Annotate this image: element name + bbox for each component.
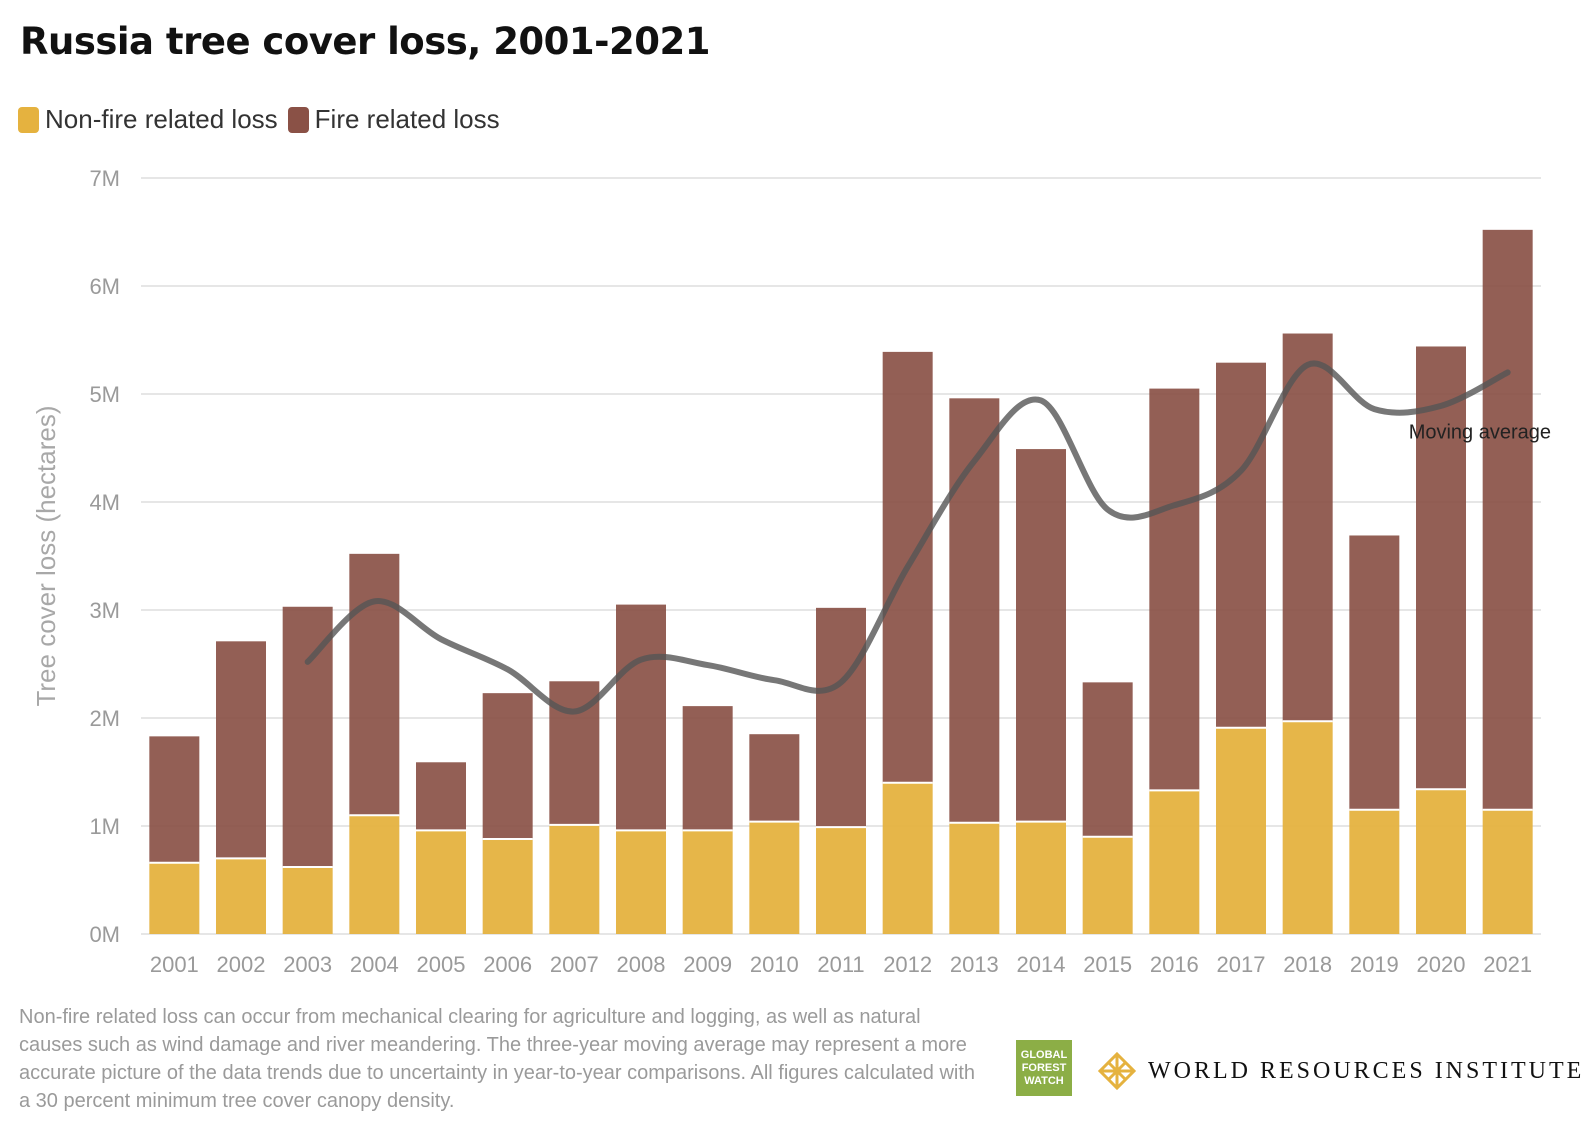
- moving-average-line: [304, 360, 1511, 715]
- legend-label-non-fire: Non-fire related loss: [45, 104, 278, 134]
- global-forest-watch-logo: GLOBAL FOREST WATCH: [1016, 1040, 1072, 1096]
- x-tick-label: 2007: [550, 952, 599, 977]
- bar-non-fire-2003: [282, 867, 333, 934]
- legend-item-fire: Fire related loss: [287, 104, 500, 135]
- wri-logo: WORLD RESOURCES INSTITUTE: [1098, 1052, 1584, 1090]
- bar-non-fire-2020: [1416, 789, 1466, 934]
- bar-fire-2004: [349, 553, 400, 816]
- y-tick-label: 7M: [89, 166, 120, 191]
- bar-non-fire-2016: [1149, 790, 1200, 934]
- bar-non-fire-2019: [1349, 809, 1400, 934]
- bar-non-fire-2008: [616, 830, 666, 934]
- x-tick-label: 2010: [750, 952, 799, 977]
- y-tick-label: 3M: [89, 598, 120, 623]
- x-tick-label: 2005: [417, 952, 466, 977]
- bar-fire-2005: [416, 762, 466, 831]
- gfw-logo-line-2: FOREST: [1021, 1061, 1067, 1074]
- x-tick-label: 2008: [617, 952, 666, 977]
- bar-non-fire-2015: [1082, 836, 1133, 934]
- legend-swatch-non-fire: [18, 106, 39, 133]
- y-tick-label: 6M: [89, 274, 120, 299]
- x-tick-label: 2011: [817, 952, 864, 977]
- bar-fire-2017: [1216, 362, 1266, 728]
- bar-non-fire-2005: [416, 830, 466, 934]
- legend-item-non-fire: Non-fire related loss: [18, 104, 278, 135]
- bar-non-fire-2002: [216, 858, 266, 934]
- wri-logo-text: WORLD RESOURCES INSTITUTE: [1148, 1057, 1585, 1084]
- x-tick-label: 2013: [950, 952, 999, 977]
- bar-non-fire-2011: [816, 827, 866, 934]
- bar-non-fire-2010: [749, 821, 800, 934]
- x-tick-label: 2001: [150, 952, 199, 977]
- gfw-logo-line-1: GLOBAL: [1020, 1048, 1068, 1061]
- bar-fire-2009: [682, 706, 733, 831]
- y-tick-label: 4M: [89, 490, 120, 515]
- bar-non-fire-2007: [549, 824, 600, 934]
- x-axis-ticks: 2001 2002 2003 2004 2005 2006 2007 2008 2009 2010…: [150, 952, 1532, 977]
- x-tick-label: 2002: [217, 952, 266, 977]
- bar-non-fire-2004: [349, 815, 400, 934]
- bar-non-fire-2006: [482, 838, 533, 934]
- bar-non-fire-2001: [149, 862, 200, 934]
- bar-fire-2001: [149, 736, 200, 863]
- legend: Non-fire related loss Fire related loss: [18, 104, 500, 135]
- bar-non-fire-2013: [949, 822, 1000, 934]
- bar-fire-2013: [949, 398, 1000, 823]
- y-axis-ticks: 0M 1M 2M 3M 4M 5M 6M 7M: [89, 166, 120, 947]
- bar-fire-2010: [749, 734, 800, 822]
- moving-average-label: Moving average: [1409, 421, 1551, 443]
- x-tick-label: 2012: [883, 952, 932, 977]
- bar-non-fire-2021: [1482, 809, 1533, 934]
- bars: [149, 229, 1533, 934]
- bar-fire-2011: [816, 607, 866, 828]
- bar-fire-2021: [1482, 229, 1533, 810]
- bar-non-fire-2014: [1016, 821, 1066, 934]
- x-tick-label: 2015: [1083, 952, 1132, 977]
- legend-swatch-fire: [287, 106, 309, 133]
- x-tick-label: 2006: [483, 952, 532, 977]
- x-tick-label: 2016: [1150, 952, 1199, 977]
- bar-fire-2015: [1082, 682, 1133, 837]
- bar-fire-2014: [1016, 449, 1066, 822]
- x-tick-label: 2020: [1417, 952, 1466, 977]
- x-tick-label: 2004: [350, 952, 399, 977]
- y-tick-label: 5M: [89, 382, 120, 407]
- y-tick-label: 0M: [89, 922, 120, 947]
- y-axis-label: Tree cover loss (hectares): [31, 405, 61, 706]
- bar-fire-2008: [616, 604, 666, 831]
- x-tick-label: 2017: [1217, 952, 1266, 977]
- diamond-lattice-icon: [1098, 1052, 1136, 1090]
- x-tick-label: 2018: [1283, 952, 1332, 977]
- bar-fire-2020: [1416, 346, 1466, 790]
- chart: 0M 1M 2M 3M 4M 5M 6M 7M Tree cover loss (hectar…: [31, 166, 1551, 977]
- x-tick-label: 2019: [1350, 952, 1399, 977]
- bar-non-fire-2017: [1216, 727, 1266, 934]
- x-tick-label: 2009: [683, 952, 732, 977]
- bar-fire-2019: [1349, 535, 1400, 810]
- bar-fire-2002: [216, 641, 266, 859]
- x-tick-label: 2014: [1017, 952, 1066, 977]
- footnote: Non-fire related loss can occur from mec…: [19, 1006, 976, 1112]
- bar-non-fire-2018: [1282, 721, 1333, 934]
- y-tick-label: 1M: [89, 814, 120, 839]
- legend-label-fire: Fire related loss: [314, 104, 500, 134]
- chart-title: Russia tree cover loss, 2001-2021: [20, 20, 711, 63]
- bar-fire-2018: [1282, 333, 1333, 722]
- bar-non-fire-2012: [882, 782, 933, 934]
- x-tick-label: 2003: [283, 952, 332, 977]
- x-tick-label: 2021: [1483, 952, 1532, 977]
- y-tick-label: 2M: [89, 706, 120, 731]
- gfw-logo-line-3: WATCH: [1024, 1074, 1064, 1087]
- bar-non-fire-2009: [682, 830, 733, 934]
- bar-fire-2016: [1149, 388, 1200, 791]
- bar-fire-2003: [282, 606, 333, 868]
- bar-fire-2006: [482, 693, 533, 839]
